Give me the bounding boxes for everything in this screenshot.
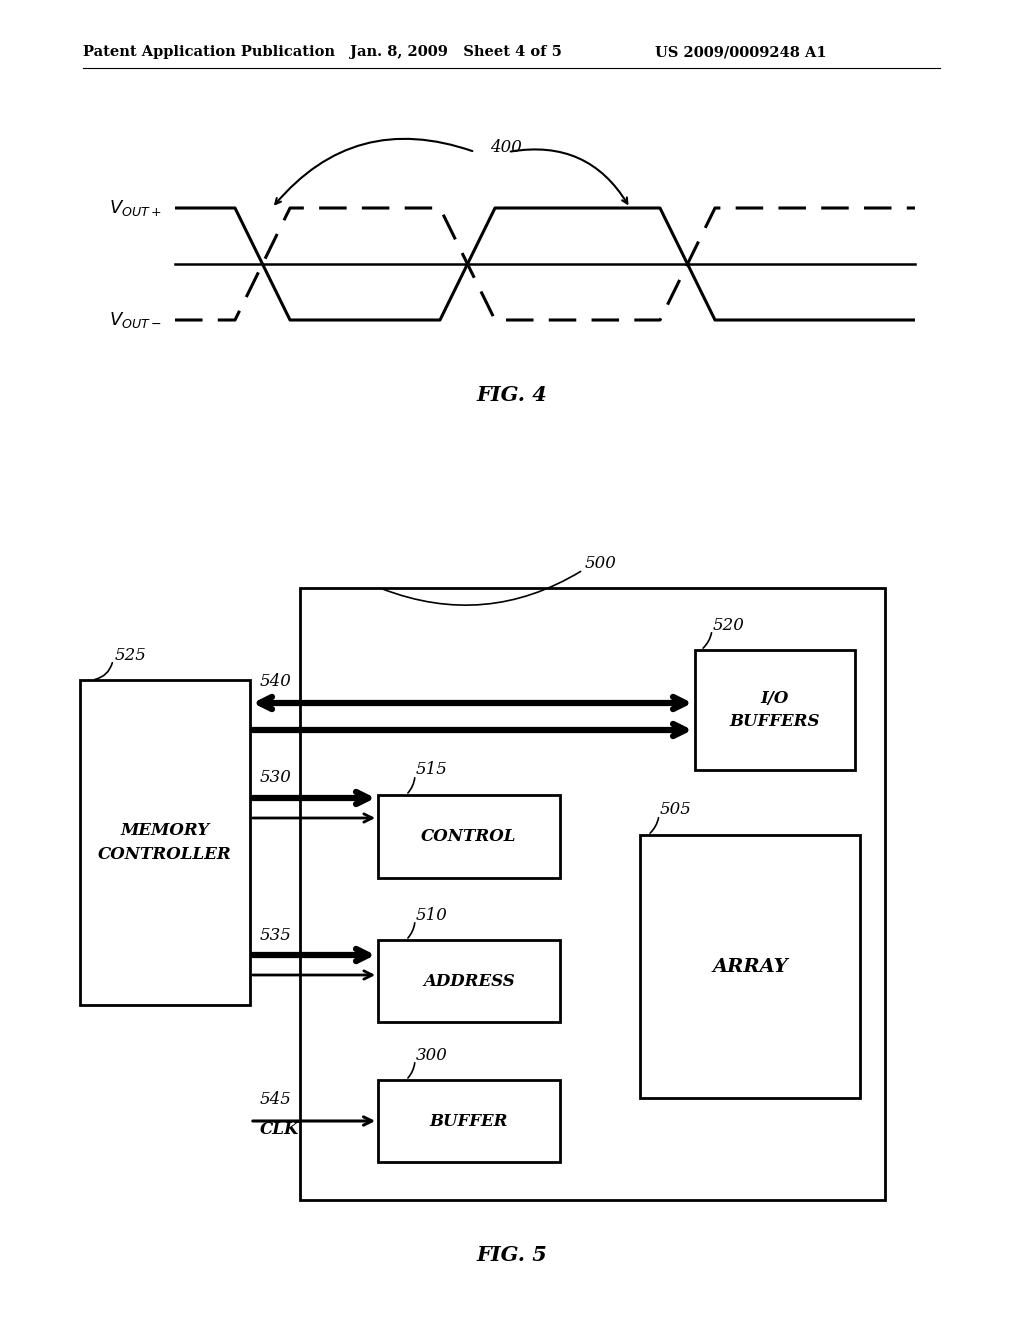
- Text: 540: 540: [260, 672, 292, 689]
- Text: 525: 525: [115, 647, 146, 664]
- Text: 530: 530: [260, 770, 292, 787]
- Text: 520: 520: [713, 616, 744, 634]
- Text: I/O
BUFFERS: I/O BUFFERS: [730, 690, 820, 730]
- FancyBboxPatch shape: [300, 587, 885, 1200]
- Text: $\mathit{V}_{OUT+}$: $\mathit{V}_{OUT+}$: [110, 198, 162, 218]
- FancyBboxPatch shape: [378, 795, 560, 878]
- Text: FIG. 4: FIG. 4: [476, 385, 548, 405]
- Text: MEMORY
CONTROLLER: MEMORY CONTROLLER: [98, 822, 231, 863]
- Text: 535: 535: [260, 927, 292, 944]
- Text: BUFFER: BUFFER: [430, 1113, 508, 1130]
- FancyBboxPatch shape: [80, 680, 250, 1005]
- Text: CLK: CLK: [260, 1121, 299, 1138]
- Text: ADDRESS: ADDRESS: [423, 973, 515, 990]
- Text: 510: 510: [416, 907, 447, 924]
- Text: US 2009/0009248 A1: US 2009/0009248 A1: [655, 45, 826, 59]
- Text: FIG. 5: FIG. 5: [476, 1245, 548, 1265]
- Text: 400: 400: [490, 139, 522, 156]
- FancyBboxPatch shape: [640, 836, 860, 1098]
- Text: 500: 500: [585, 556, 616, 573]
- FancyBboxPatch shape: [378, 1080, 560, 1162]
- Text: ARRAY: ARRAY: [712, 957, 787, 975]
- Text: Patent Application Publication: Patent Application Publication: [83, 45, 335, 59]
- Text: 505: 505: [660, 801, 692, 818]
- Text: $\mathit{V}_{OUT-}$: $\mathit{V}_{OUT-}$: [110, 310, 162, 330]
- Text: 545: 545: [260, 1090, 292, 1107]
- FancyBboxPatch shape: [378, 940, 560, 1022]
- Text: 300: 300: [416, 1047, 447, 1064]
- FancyBboxPatch shape: [695, 649, 855, 770]
- Text: Jan. 8, 2009   Sheet 4 of 5: Jan. 8, 2009 Sheet 4 of 5: [350, 45, 562, 59]
- Text: 515: 515: [416, 762, 447, 779]
- Text: CONTROL: CONTROL: [421, 828, 517, 845]
